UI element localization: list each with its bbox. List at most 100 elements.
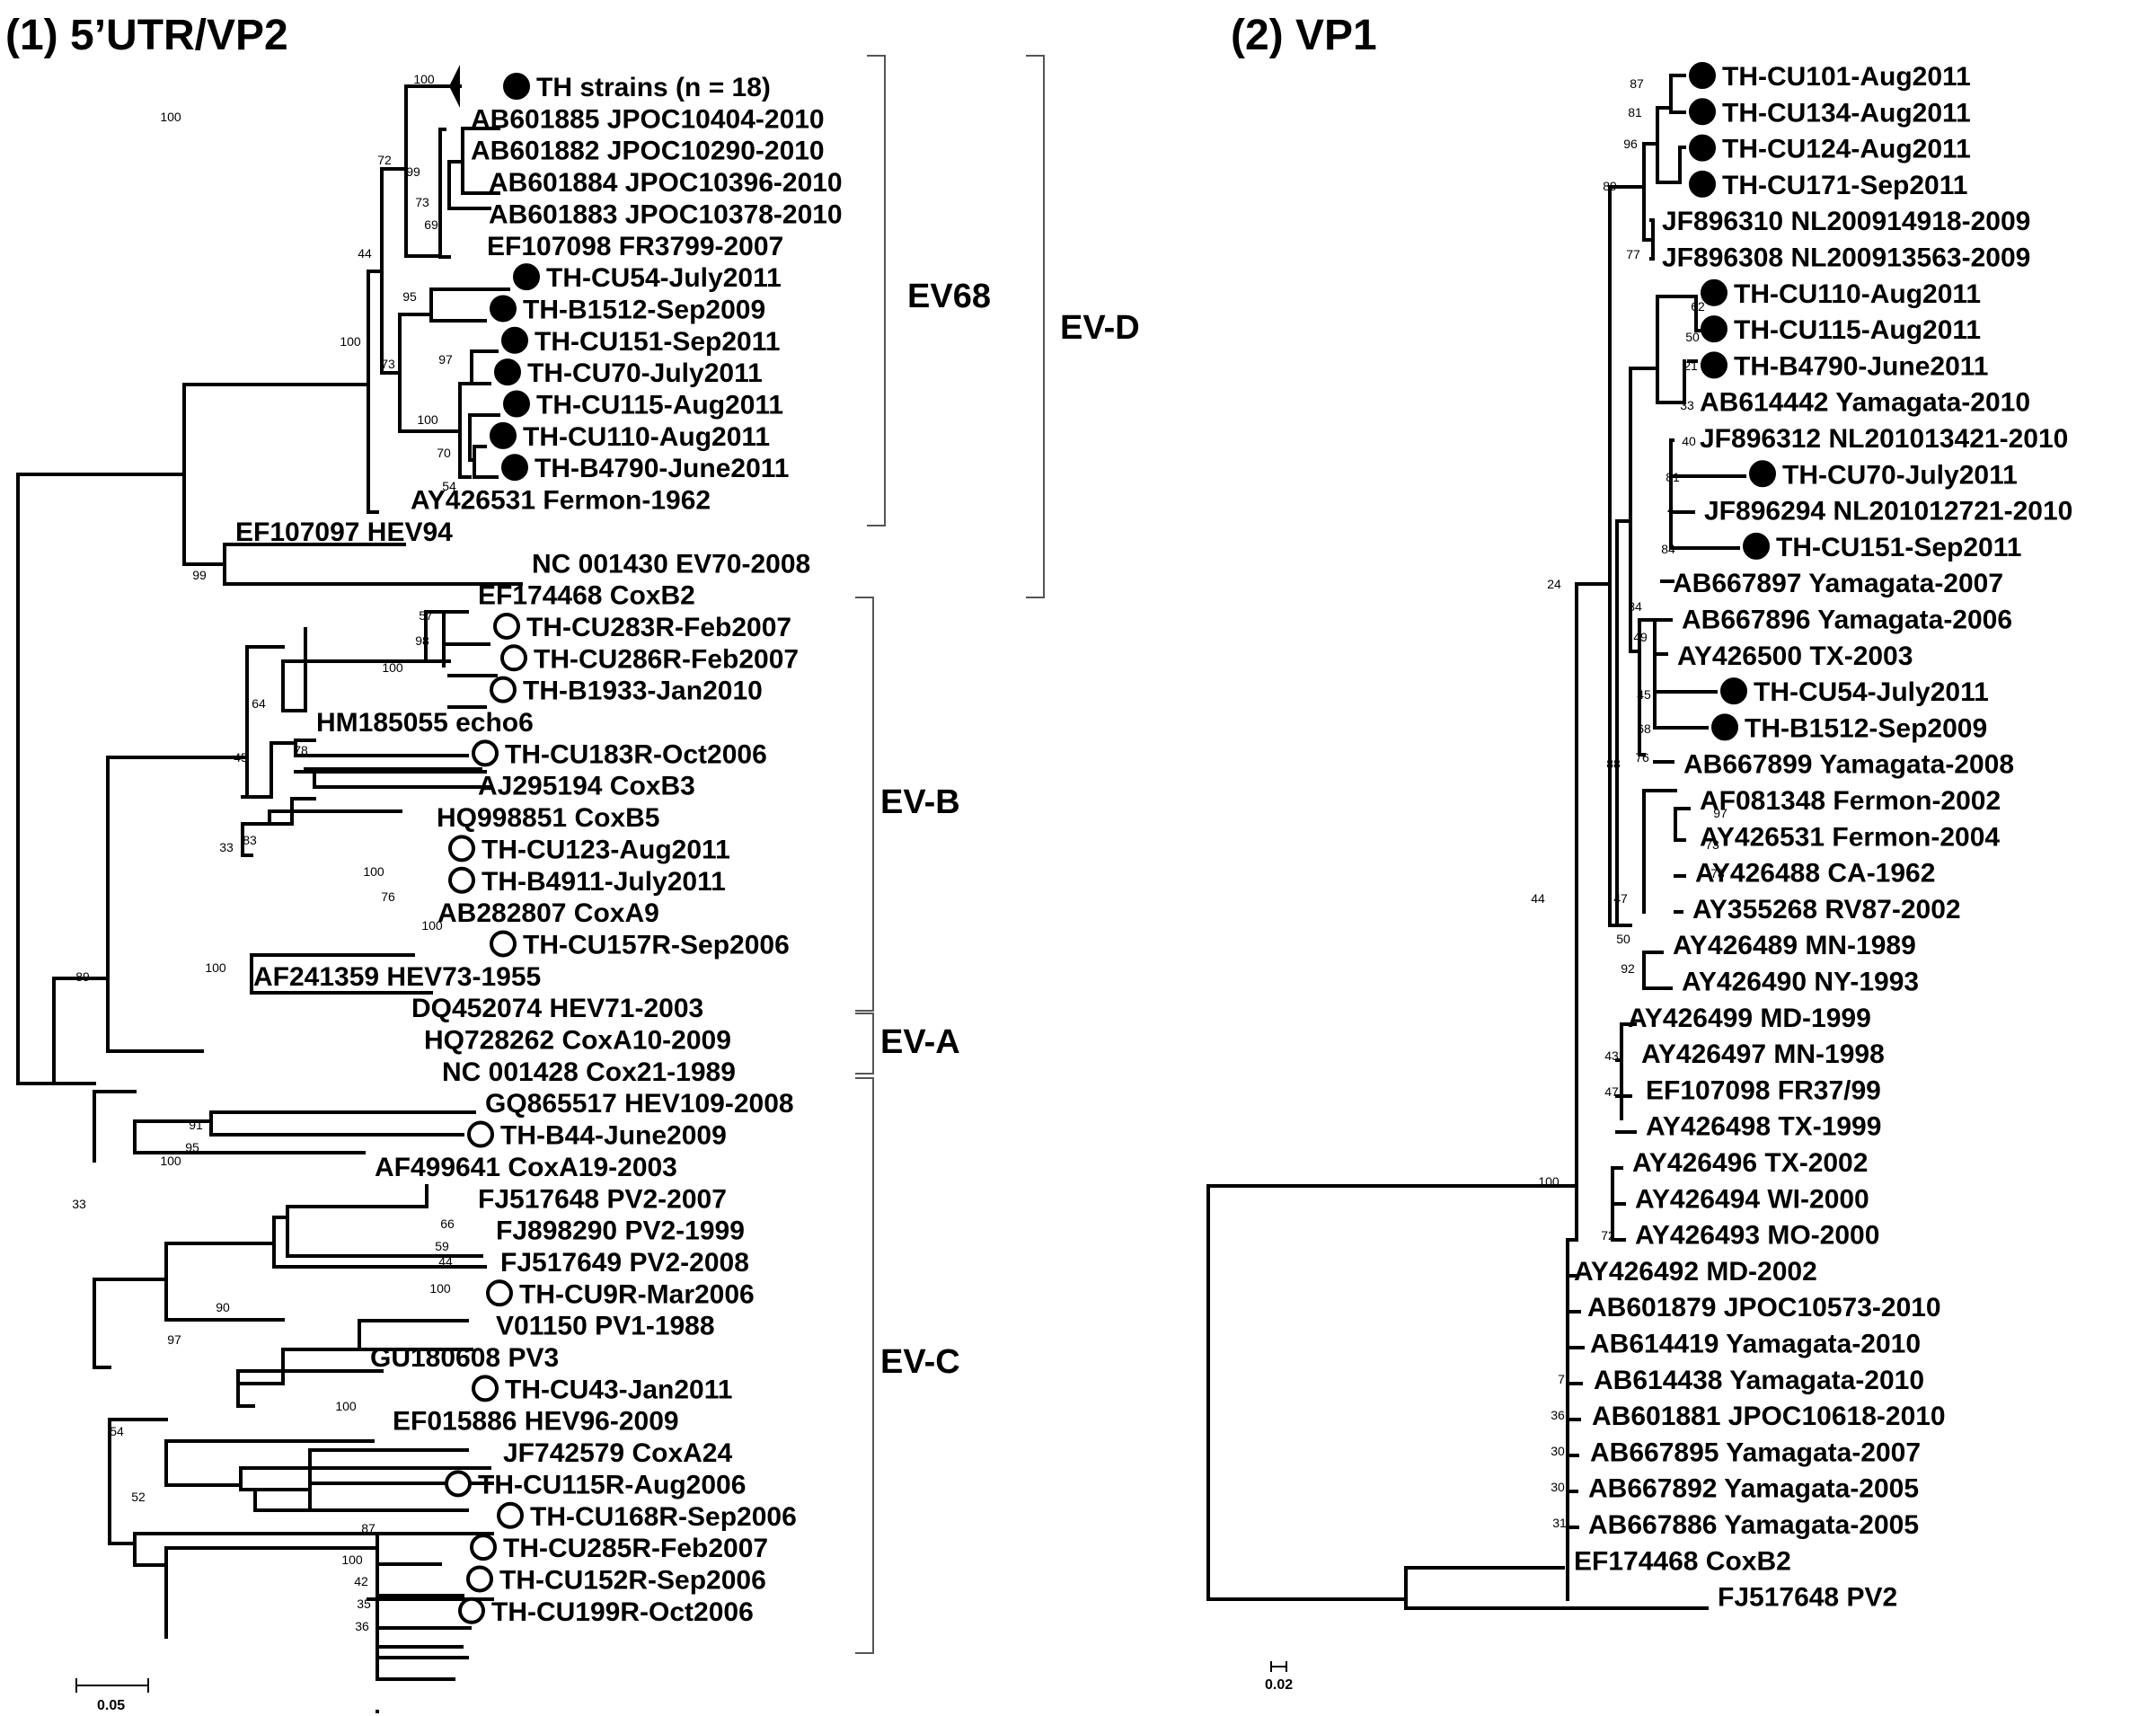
bootstrap-value: 100	[421, 918, 443, 933]
tip-label: TH-CU171-Sep2011	[1722, 171, 1967, 200]
bootstrap-value: 100	[382, 660, 403, 675]
filled-circle-marker	[1689, 62, 1716, 89]
bootstrap-value: 62	[1691, 299, 1705, 314]
tip-label: TH-B1933-Jan2010	[523, 677, 763, 706]
bootstrap-value: 44	[438, 1254, 453, 1269]
open-circle-marker	[467, 1120, 494, 1148]
tip-label: FJ517649 PV2-2008	[500, 1248, 749, 1278]
open-circle-marker	[493, 612, 520, 640]
bootstrap-value: 84	[1661, 542, 1675, 556]
filled-circle-marker	[1701, 279, 1727, 306]
bootstrap-value: 68	[1637, 721, 1651, 736]
bootstrap-value: 50	[1616, 932, 1630, 946]
tip-label: TH-CU168R-Sep2006	[530, 1502, 797, 1532]
open-circle-marker	[490, 676, 517, 703]
bootstrap-value: 100	[1538, 1174, 1560, 1189]
bootstrap-value: 47	[1613, 891, 1628, 906]
filled-circle-marker	[503, 390, 530, 418]
panel-2-scale-label: 0.02	[1265, 1677, 1293, 1693]
tip-label: TH-CU134-Aug2011	[1722, 98, 1971, 128]
tip-label: FJ898290 PV2-1999	[496, 1216, 745, 1246]
tip-label: TH-CU54-July2011	[1754, 677, 1989, 707]
filled-circle-marker	[1689, 98, 1716, 126]
filled-circle-marker	[494, 358, 521, 386]
tip-label: AB614438 Yamagata-2010	[1594, 1366, 1924, 1395]
tip-label: TH-CU151-Sep2011	[535, 327, 780, 357]
tip-label: HM185055 echo6	[316, 708, 534, 738]
tip-label: TH-CU115R-Aug2006	[478, 1470, 746, 1499]
bootstrap-value: 81	[1666, 470, 1680, 484]
tip-label: AY426496 TX-2002	[1632, 1148, 1868, 1178]
bootstrap-value: 52	[131, 1490, 146, 1504]
panel-2-tree-branches	[1206, 74, 1746, 1610]
open-circle-marker	[500, 644, 527, 672]
panel-2-bootstrap-values: 87 81 96 89 77 62 50 21 33 40 81 4 84 84 49 45 68 76 24 88 9…	[1531, 76, 1727, 1530]
open-circle-marker	[448, 835, 475, 862]
tip-label: AB667892 Yamagata-2005	[1588, 1474, 1919, 1504]
tip-label: AY426497 MN-1998	[1641, 1039, 1885, 1069]
tip-label: AB667895 Yamagata-2007	[1590, 1437, 1921, 1467]
filled-circle-marker	[1749, 460, 1776, 488]
bootstrap-value: 40	[1682, 434, 1696, 448]
panel-1-tips: TH strains (n = 18)AB601885 JPOC10404-20…	[235, 65, 843, 1627]
clade-label-ev68: EV68	[907, 278, 991, 315]
filled-circle-marker	[1701, 351, 1727, 379]
tip-label: AB667897 Yamagata-2007	[1673, 569, 2003, 598]
tip-label: HQ998851 CoxB5	[437, 803, 659, 833]
bootstrap-value: 57	[419, 608, 433, 623]
bootstrap-value: 100	[413, 72, 435, 86]
bootstrap-value: 84	[1628, 599, 1642, 614]
tip-label: TH-CU152R-Sep2006	[499, 1565, 766, 1595]
bootstrap-value: 96	[1623, 137, 1638, 151]
bootstrap-value: 72	[1601, 1228, 1615, 1243]
bootstrap-value: 95	[402, 289, 417, 304]
tip-label: TH-CU285R-Feb2007	[503, 1534, 768, 1563]
bootstrap-value: 97	[167, 1332, 181, 1347]
tip-label: AY426531 Fermon-2004	[1700, 822, 2000, 852]
open-circle-marker	[458, 1597, 485, 1624]
panel-2-title: (2) VP1	[1231, 12, 1377, 59]
tip-label: JF896294 NL201012721-2010	[1704, 497, 2072, 526]
bootstrap-value: 33	[1680, 398, 1694, 412]
tip-label: TH-B44-June2009	[500, 1121, 727, 1151]
filled-circle-marker	[1720, 677, 1747, 705]
filled-circle-marker	[501, 454, 528, 482]
bootstrap-value: 100	[363, 864, 384, 879]
filled-circle-marker	[1689, 170, 1716, 198]
filled-circle-marker	[503, 73, 530, 100]
panel-1-bootstrap-values: 100 72 99 73 69 44 95 100 73 97 100 70 54 100 99 57 98 10…	[72, 72, 456, 1633]
panel-1-clade-brackets	[855, 55, 1045, 1654]
tip-label: TH-CU199R-Oct2006	[491, 1597, 754, 1627]
bootstrap-value: 100	[160, 1154, 181, 1168]
bootstrap-value: 81	[1628, 105, 1642, 119]
bootstrap-value: 31	[1552, 1516, 1567, 1530]
tip-label: AJ295194 CoxB3	[478, 772, 695, 801]
tip-label: EF174468 CoxB2	[478, 581, 695, 611]
open-circle-marker	[445, 1470, 472, 1498]
bootstrap-value: 64	[252, 696, 266, 711]
filled-circle-marker	[1743, 532, 1770, 560]
filled-circle-marker	[1711, 713, 1738, 741]
bootstrap-value: 87	[1630, 76, 1644, 91]
open-circle-marker	[486, 1279, 513, 1307]
tip-label: AB601881 JPOC10618-2010	[1592, 1402, 1946, 1431]
tip-label: AY426493 MO-2000	[1635, 1221, 1879, 1251]
bootstrap-value: 54	[110, 1424, 124, 1438]
panel-2-scale-bar: 0.02	[1265, 1661, 1293, 1693]
tip-label: HQ728262 CoxA10-2009	[424, 1026, 731, 1056]
tip-label: AY426498 TX-1999	[1646, 1112, 1881, 1142]
tip-label: AY426492 MD-2002	[1574, 1257, 1817, 1287]
bootstrap-value: 30	[1551, 1444, 1565, 1458]
bootstrap-value: 76	[381, 889, 395, 904]
tip-label: AF081348 Fermon-2002	[1700, 786, 2001, 816]
tip-label: AB601882 JPOC10290-2010	[471, 137, 825, 166]
bootstrap-value: 98	[415, 633, 429, 648]
bootstrap-value: 92	[1621, 961, 1635, 976]
open-circle-marker	[448, 866, 475, 894]
bootstrap-value: 100	[429, 1281, 451, 1296]
bootstrap-value: 50	[1685, 330, 1700, 344]
bootstrap-value: 91	[189, 1118, 203, 1132]
tip-label: TH-B1512-Sep2009	[523, 295, 765, 324]
open-circle-marker	[470, 1534, 497, 1561]
open-circle-marker	[472, 739, 499, 767]
